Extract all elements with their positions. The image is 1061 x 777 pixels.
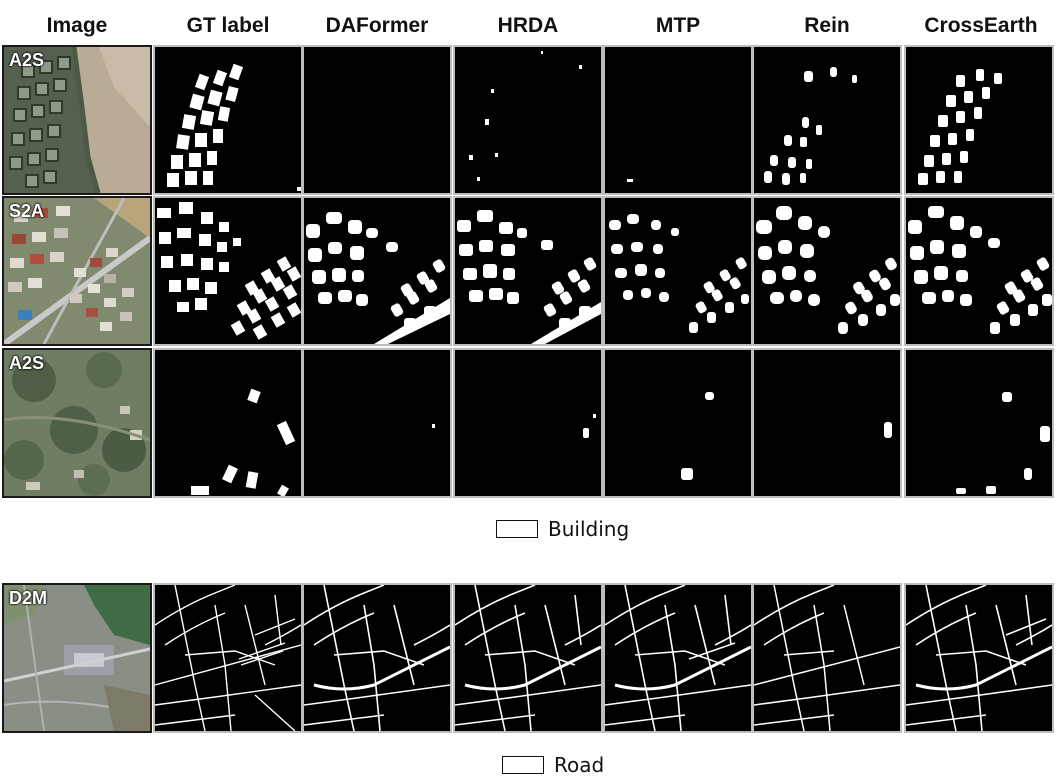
mtp-mask-row4 bbox=[605, 585, 751, 731]
legend-label-road: Road bbox=[554, 753, 605, 777]
header-gt-label: GT label bbox=[186, 14, 270, 37]
crossearth-mask-row4 bbox=[906, 585, 1052, 731]
rein-mask-row4 bbox=[754, 585, 900, 731]
legend-building: Building bbox=[496, 517, 629, 541]
header-hrda: HRDA bbox=[497, 14, 559, 37]
gt-label-mask-row2 bbox=[155, 198, 301, 344]
crossearth-mask-row3 bbox=[906, 350, 1052, 496]
header-daformer: DAFormer bbox=[325, 14, 429, 37]
hrda-mask-row1 bbox=[455, 47, 601, 193]
row-tag: S2A bbox=[9, 201, 45, 221]
satellite-image-row4: D2M bbox=[4, 585, 150, 731]
legend-road: Road bbox=[502, 753, 604, 777]
gt-label-mask-row3 bbox=[155, 350, 301, 496]
gt-label-mask-row4 bbox=[155, 585, 301, 731]
row-tag: D2M bbox=[9, 588, 48, 608]
daformer-mask-row3 bbox=[304, 350, 450, 496]
rein-mask-row1 bbox=[754, 47, 900, 193]
legend-swatch-building bbox=[496, 520, 538, 538]
header-crossearth: CrossEarth bbox=[924, 14, 1038, 37]
header-image: Image bbox=[46, 14, 108, 37]
mtp-mask-row1 bbox=[605, 47, 751, 193]
row-tag: A2S bbox=[9, 50, 45, 70]
rein-mask-row3 bbox=[754, 350, 900, 496]
legend-swatch-road bbox=[502, 756, 544, 774]
crossearth-mask-row2 bbox=[906, 198, 1052, 344]
crossearth-mask-row1 bbox=[906, 47, 1052, 193]
row-tag: A2S bbox=[9, 353, 45, 373]
daformer-mask-row2 bbox=[304, 198, 450, 344]
daformer-mask-row1 bbox=[304, 47, 450, 193]
daformer-mask-row4 bbox=[304, 585, 450, 731]
gt-label-mask-row1 bbox=[155, 47, 301, 193]
satellite-image-row2: S2A bbox=[4, 198, 150, 344]
satellite-image-row3: A2S bbox=[4, 350, 150, 496]
header-mtp: MTP bbox=[655, 14, 701, 37]
mtp-mask-row2 bbox=[605, 198, 751, 344]
hrda-mask-row3 bbox=[455, 350, 601, 496]
hrda-mask-row2 bbox=[455, 198, 601, 344]
satellite-image-row1: A2S bbox=[4, 47, 150, 193]
mtp-mask-row3 bbox=[605, 350, 751, 496]
legend-label-building: Building bbox=[548, 517, 630, 541]
header-rein: Rein bbox=[804, 14, 850, 37]
hrda-mask-row4 bbox=[455, 585, 601, 731]
rein-mask-row2 bbox=[754, 198, 900, 344]
